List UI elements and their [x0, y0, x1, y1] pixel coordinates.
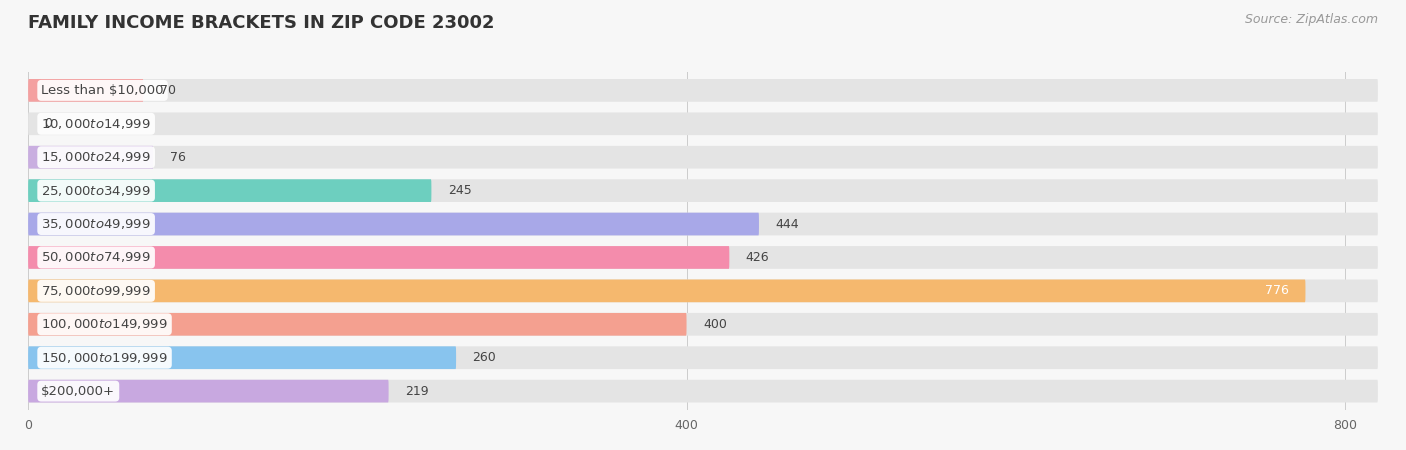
FancyBboxPatch shape: [28, 246, 730, 269]
Text: 426: 426: [745, 251, 769, 264]
FancyBboxPatch shape: [28, 380, 1378, 402]
Text: $35,000 to $49,999: $35,000 to $49,999: [41, 217, 150, 231]
Text: 400: 400: [703, 318, 727, 331]
FancyBboxPatch shape: [28, 79, 143, 102]
FancyBboxPatch shape: [28, 213, 1378, 235]
FancyBboxPatch shape: [28, 279, 1305, 302]
FancyBboxPatch shape: [28, 313, 1378, 336]
Text: 260: 260: [472, 351, 496, 364]
FancyBboxPatch shape: [28, 313, 686, 336]
FancyBboxPatch shape: [28, 79, 1378, 102]
FancyBboxPatch shape: [28, 146, 153, 169]
Text: Source: ZipAtlas.com: Source: ZipAtlas.com: [1244, 14, 1378, 27]
FancyBboxPatch shape: [28, 279, 1378, 302]
FancyBboxPatch shape: [28, 213, 759, 235]
Text: 70: 70: [160, 84, 176, 97]
FancyBboxPatch shape: [28, 246, 1378, 269]
FancyBboxPatch shape: [28, 179, 1378, 202]
Text: Less than $10,000: Less than $10,000: [41, 84, 163, 97]
Text: 0: 0: [45, 117, 52, 130]
FancyBboxPatch shape: [28, 346, 456, 369]
FancyBboxPatch shape: [28, 112, 1378, 135]
FancyBboxPatch shape: [28, 380, 388, 402]
FancyBboxPatch shape: [28, 179, 432, 202]
Text: 76: 76: [170, 151, 186, 164]
Text: $200,000+: $200,000+: [41, 385, 115, 398]
Text: 444: 444: [776, 217, 799, 230]
Text: FAMILY INCOME BRACKETS IN ZIP CODE 23002: FAMILY INCOME BRACKETS IN ZIP CODE 23002: [28, 14, 495, 32]
Text: 219: 219: [405, 385, 429, 398]
Text: $100,000 to $149,999: $100,000 to $149,999: [41, 317, 167, 331]
Text: $15,000 to $24,999: $15,000 to $24,999: [41, 150, 150, 164]
Text: $25,000 to $34,999: $25,000 to $34,999: [41, 184, 150, 198]
Text: $150,000 to $199,999: $150,000 to $199,999: [41, 351, 167, 364]
Text: $50,000 to $74,999: $50,000 to $74,999: [41, 251, 150, 265]
Text: $75,000 to $99,999: $75,000 to $99,999: [41, 284, 150, 298]
Text: $10,000 to $14,999: $10,000 to $14,999: [41, 117, 150, 131]
FancyBboxPatch shape: [28, 346, 1378, 369]
Text: 776: 776: [1265, 284, 1289, 297]
Text: 245: 245: [449, 184, 471, 197]
FancyBboxPatch shape: [28, 146, 1378, 169]
